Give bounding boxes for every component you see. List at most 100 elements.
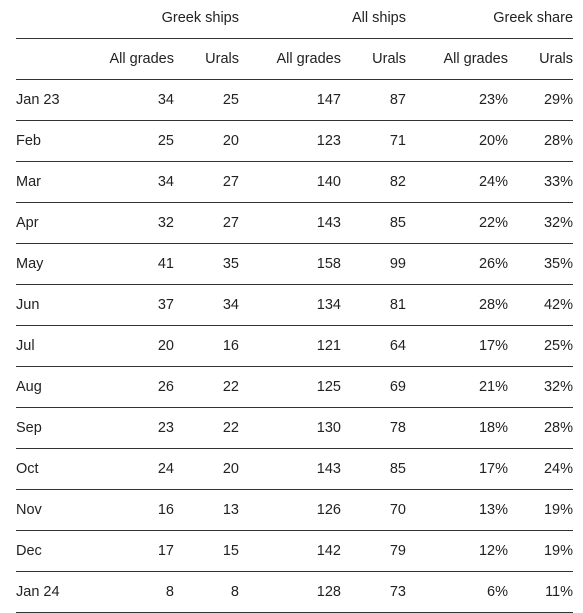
subheader-all-ships-all-grades: All grades <box>239 38 341 80</box>
greek-all-grades-cell: 32 <box>90 202 174 244</box>
all-ships-all-grades-cell: 123 <box>239 120 341 162</box>
all-ships-urals-cell: 85 <box>341 202 406 244</box>
greek-urals-cell: 34 <box>174 284 239 326</box>
month-cell: Mar <box>16 161 90 203</box>
share-urals-cell: 19% <box>508 489 574 531</box>
share-urals-cell: 42% <box>508 284 574 326</box>
all-ships-urals-cell: 78 <box>341 407 406 449</box>
greek-all-grades-cell: 34 <box>90 79 174 121</box>
month-cell: Jul <box>16 325 90 367</box>
table-row: May 41 35 158 99 26% 35% <box>16 243 574 285</box>
all-ships-urals-cell: 64 <box>341 325 406 367</box>
greek-urals-cell: 27 <box>174 202 239 244</box>
share-all-grades-cell: 23% <box>406 79 508 121</box>
group-header-all-ships: All ships <box>239 0 406 39</box>
table-row: Nov 16 13 126 70 13% 19% <box>16 489 574 531</box>
greek-all-grades-cell: 25 <box>90 120 174 162</box>
greek-urals-cell: 35 <box>174 243 239 285</box>
greek-ships-table: Greek ships All ships Greek share All gr… <box>16 0 574 613</box>
share-urals-cell: 25% <box>508 325 574 367</box>
all-ships-urals-cell: 82 <box>341 161 406 203</box>
all-ships-all-grades-cell: 140 <box>239 161 341 203</box>
table-row: Jan 23 34 25 147 87 23% 29% <box>16 79 574 121</box>
share-urals-cell: 24% <box>508 448 574 490</box>
subheader-share-urals: Urals <box>508 38 574 80</box>
share-urals-cell: 11% <box>508 571 574 613</box>
share-urals-cell: 19% <box>508 530 574 572</box>
all-ships-all-grades-cell: 143 <box>239 448 341 490</box>
greek-all-grades-cell: 34 <box>90 161 174 203</box>
month-cell: Jan 23 <box>16 79 90 121</box>
share-all-grades-cell: 17% <box>406 448 508 490</box>
greek-all-grades-cell: 17 <box>90 530 174 572</box>
month-group-header <box>16 0 90 39</box>
greek-urals-cell: 25 <box>174 79 239 121</box>
greek-urals-cell: 20 <box>174 448 239 490</box>
table-row: Feb 25 20 123 71 20% 28% <box>16 120 574 162</box>
greek-all-grades-cell: 20 <box>90 325 174 367</box>
month-cell: Jan 24 <box>16 571 90 613</box>
share-urals-cell: 32% <box>508 202 574 244</box>
all-ships-all-grades-cell: 158 <box>239 243 341 285</box>
table-header: Greek ships All ships Greek share All gr… <box>16 0 574 80</box>
subheader-greek-all-grades: All grades <box>90 38 174 80</box>
group-header-greek-share: Greek share <box>406 0 574 39</box>
month-cell: Sep <box>16 407 90 449</box>
share-urals-cell: 28% <box>508 407 574 449</box>
greek-urals-cell: 13 <box>174 489 239 531</box>
all-ships-urals-cell: 85 <box>341 448 406 490</box>
all-ships-all-grades-cell: 121 <box>239 325 341 367</box>
table-row: Sep 23 22 130 78 18% 28% <box>16 407 574 449</box>
greek-all-grades-cell: 8 <box>90 571 174 613</box>
all-ships-urals-cell: 87 <box>341 79 406 121</box>
share-urals-cell: 28% <box>508 120 574 162</box>
subheader-all-ships-urals: Urals <box>341 38 406 80</box>
greek-all-grades-cell: 37 <box>90 284 174 326</box>
all-ships-urals-cell: 79 <box>341 530 406 572</box>
table-row: Oct 24 20 143 85 17% 24% <box>16 448 574 490</box>
month-cell: Feb <box>16 120 90 162</box>
greek-urals-cell: 16 <box>174 325 239 367</box>
share-urals-cell: 33% <box>508 161 574 203</box>
table-body: Jan 23 34 25 147 87 23% 29% Feb 25 20 123 71 20% 28% M… <box>16 79 574 613</box>
share-all-grades-cell: 26% <box>406 243 508 285</box>
all-ships-all-grades-cell: 126 <box>239 489 341 531</box>
all-ships-urals-cell: 71 <box>341 120 406 162</box>
all-ships-urals-cell: 69 <box>341 366 406 408</box>
greek-all-grades-cell: 24 <box>90 448 174 490</box>
month-subheader <box>16 38 90 80</box>
greek-urals-cell: 20 <box>174 120 239 162</box>
share-all-grades-cell: 18% <box>406 407 508 449</box>
share-all-grades-cell: 12% <box>406 530 508 572</box>
share-all-grades-cell: 24% <box>406 161 508 203</box>
share-urals-cell: 29% <box>508 79 574 121</box>
table-row: Jan 24 8 8 128 73 6% 11% <box>16 571 574 613</box>
greek-urals-cell: 8 <box>174 571 239 613</box>
greek-all-grades-cell: 26 <box>90 366 174 408</box>
share-all-grades-cell: 13% <box>406 489 508 531</box>
table-row: Mar 34 27 140 82 24% 33% <box>16 161 574 203</box>
table-row: Dec 17 15 142 79 12% 19% <box>16 530 574 572</box>
share-all-grades-cell: 21% <box>406 366 508 408</box>
subheader-row: All grades Urals All grades Urals All gr… <box>16 38 574 80</box>
subheader-greek-urals: Urals <box>174 38 239 80</box>
greek-urals-cell: 27 <box>174 161 239 203</box>
month-cell: Oct <box>16 448 90 490</box>
subheader-share-all-grades: All grades <box>406 38 508 80</box>
share-all-grades-cell: 20% <box>406 120 508 162</box>
all-ships-all-grades-cell: 125 <box>239 366 341 408</box>
share-urals-cell: 32% <box>508 366 574 408</box>
all-ships-all-grades-cell: 142 <box>239 530 341 572</box>
greek-all-grades-cell: 23 <box>90 407 174 449</box>
month-cell: Jun <box>16 284 90 326</box>
table-row: Jun 37 34 134 81 28% 42% <box>16 284 574 326</box>
all-ships-urals-cell: 99 <box>341 243 406 285</box>
table-row: Jul 20 16 121 64 17% 25% <box>16 325 574 367</box>
all-ships-all-grades-cell: 147 <box>239 79 341 121</box>
month-cell: Nov <box>16 489 90 531</box>
all-ships-all-grades-cell: 130 <box>239 407 341 449</box>
month-cell: Dec <box>16 530 90 572</box>
share-all-grades-cell: 6% <box>406 571 508 613</box>
share-all-grades-cell: 28% <box>406 284 508 326</box>
